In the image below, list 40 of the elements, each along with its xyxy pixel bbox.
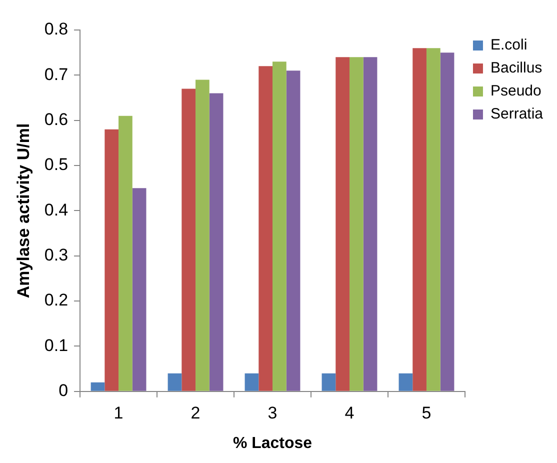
bar xyxy=(209,93,224,391)
y-tick-label: 0.6 xyxy=(44,110,68,130)
y-tick-label: 0.3 xyxy=(44,246,68,265)
bar xyxy=(426,48,440,391)
bar xyxy=(132,188,146,391)
y-tick-label: 0 xyxy=(58,381,68,400)
bar xyxy=(412,48,426,391)
x-tick-label: 3 xyxy=(268,403,278,422)
bar xyxy=(182,88,196,391)
bar xyxy=(322,373,336,391)
bar xyxy=(118,116,132,391)
bar xyxy=(258,66,273,391)
bar xyxy=(398,373,413,391)
bar xyxy=(244,373,259,391)
y-axis-title: Amylase activity U/ml xyxy=(14,123,33,298)
x-tick-label: 2 xyxy=(190,403,200,422)
legend-label: E.coli xyxy=(490,36,528,54)
bar xyxy=(104,129,119,391)
x-tick-label: 1 xyxy=(114,403,124,422)
bar xyxy=(196,80,210,391)
bar xyxy=(349,57,364,391)
legend-label: Serratia xyxy=(490,106,544,123)
y-tick-label: 0.7 xyxy=(44,64,68,84)
y-tick-label: 0.8 xyxy=(44,20,68,39)
x-tick-label: 5 xyxy=(422,403,432,422)
y-tick-label: 0.1 xyxy=(44,336,68,355)
bar xyxy=(363,57,378,391)
bar xyxy=(286,70,300,391)
bar xyxy=(440,52,454,391)
y-tick-label: 0.2 xyxy=(44,290,68,310)
legend-label: Bacillus xyxy=(490,60,542,77)
legend-label: Pseudo xyxy=(490,82,542,100)
y-tick-label: 0.4 xyxy=(44,200,68,220)
x-axis-title: % Lactose xyxy=(232,434,312,452)
x-tick-label: 4 xyxy=(344,403,354,422)
bar xyxy=(336,57,350,391)
y-tick-label: 0.5 xyxy=(44,155,68,174)
bar xyxy=(168,373,182,391)
bar xyxy=(90,382,105,391)
bar xyxy=(272,62,286,391)
